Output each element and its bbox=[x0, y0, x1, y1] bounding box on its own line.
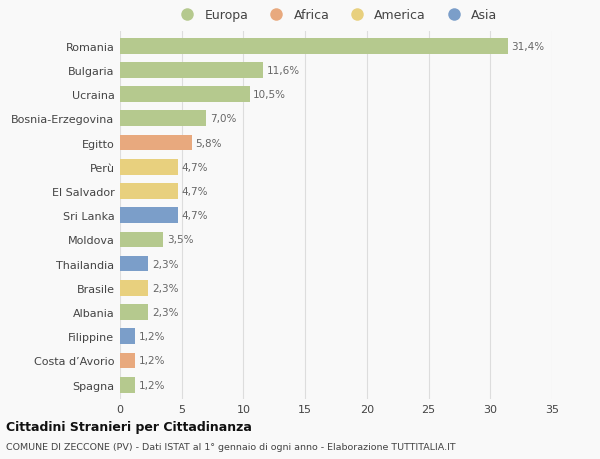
Bar bbox=[120, 39, 508, 55]
Bar bbox=[120, 353, 135, 369]
Text: 2,3%: 2,3% bbox=[152, 308, 179, 317]
Bar bbox=[120, 63, 263, 78]
Text: 31,4%: 31,4% bbox=[511, 42, 544, 51]
Bar bbox=[120, 208, 178, 224]
Text: 1,2%: 1,2% bbox=[139, 356, 165, 366]
Text: 1,2%: 1,2% bbox=[139, 380, 165, 390]
Bar bbox=[120, 280, 148, 296]
Bar bbox=[120, 184, 178, 199]
Text: 2,3%: 2,3% bbox=[152, 259, 179, 269]
Text: 3,5%: 3,5% bbox=[167, 235, 193, 245]
Text: 4,7%: 4,7% bbox=[182, 211, 208, 221]
Text: 1,2%: 1,2% bbox=[139, 331, 165, 341]
Bar bbox=[120, 135, 191, 151]
Text: 2,3%: 2,3% bbox=[152, 283, 179, 293]
Bar bbox=[120, 304, 148, 320]
Text: 4,7%: 4,7% bbox=[182, 162, 208, 173]
Text: COMUNE DI ZECCONE (PV) - Dati ISTAT al 1° gennaio di ogni anno - Elaborazione TU: COMUNE DI ZECCONE (PV) - Dati ISTAT al 1… bbox=[6, 442, 455, 451]
Bar bbox=[120, 377, 135, 393]
Text: 7,0%: 7,0% bbox=[210, 114, 236, 124]
Legend: Europa, Africa, America, Asia: Europa, Africa, America, Asia bbox=[175, 9, 497, 22]
Bar bbox=[120, 232, 163, 248]
Text: 4,7%: 4,7% bbox=[182, 186, 208, 196]
Text: 5,8%: 5,8% bbox=[195, 138, 222, 148]
Text: 11,6%: 11,6% bbox=[267, 66, 300, 76]
Bar bbox=[120, 160, 178, 175]
Text: 10,5%: 10,5% bbox=[253, 90, 286, 100]
Text: Cittadini Stranieri per Cittadinanza: Cittadini Stranieri per Cittadinanza bbox=[6, 420, 252, 433]
Bar bbox=[120, 329, 135, 344]
Bar bbox=[120, 111, 206, 127]
Bar bbox=[120, 256, 148, 272]
Bar bbox=[120, 87, 250, 103]
